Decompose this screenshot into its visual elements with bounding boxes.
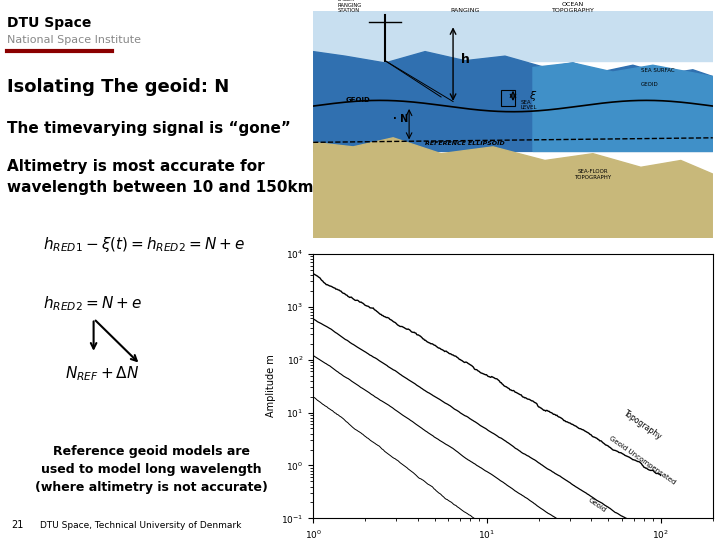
Text: Altimetry is most accurate for
wavelength between 10 and 150km: Altimetry is most accurate for wavelengt… <box>7 159 314 195</box>
Bar <box>501 90 515 106</box>
Text: National Space Institute: National Space Institute <box>7 35 141 45</box>
Text: · N: · N <box>393 114 408 124</box>
Text: DTU Space: DTU Space <box>7 16 91 30</box>
Y-axis label: Amplitude m: Amplitude m <box>266 355 276 417</box>
Text: GEOID: GEOID <box>641 82 659 86</box>
Text: SEA-FLOOR
TOPOGRAPHY: SEA-FLOOR TOPOGRAPHY <box>575 169 611 180</box>
Text: Reference geoid models are
used to model long wavelength
(where altimetry is not: Reference geoid models are used to model… <box>35 446 268 495</box>
Text: 21: 21 <box>11 520 23 530</box>
Text: Geoid Uncompensated: Geoid Uncompensated <box>608 435 677 485</box>
Polygon shape <box>313 52 713 151</box>
Text: $N_{REF} + \Delta N$: $N_{REF} + \Delta N$ <box>65 364 139 383</box>
Text: LASER
RANGING
STATION: LASER RANGING STATION <box>337 0 361 13</box>
Text: SEA
LEVEL: SEA LEVEL <box>521 100 538 111</box>
Text: $\xi$: $\xi$ <box>529 89 537 103</box>
Text: RANGING: RANGING <box>451 8 480 13</box>
Text: $h_{RED1} - \xi(t) = h_{RED2} = N + e$: $h_{RED1} - \xi(t) = h_{RED2} = N + e$ <box>43 235 245 254</box>
Text: Topography: Topography <box>622 408 664 441</box>
Text: DTU Space, Technical University of Denmark: DTU Space, Technical University of Denma… <box>40 521 241 530</box>
Text: $h_{RED2} = N + e$: $h_{RED2} = N + e$ <box>43 294 142 313</box>
Text: The timevarying signal is “gone”: The timevarying signal is “gone” <box>7 122 291 137</box>
Text: Isolating The geoid: N: Isolating The geoid: N <box>7 78 230 96</box>
Text: OCEAN
TOPOGRAPHY: OCEAN TOPOGRAPHY <box>552 2 595 13</box>
Text: GEOID: GEOID <box>345 97 370 103</box>
Polygon shape <box>533 63 713 151</box>
Bar <box>313 11 713 60</box>
Polygon shape <box>313 138 713 238</box>
Text: h: h <box>461 53 470 66</box>
Text: Geoid: Geoid <box>588 497 608 514</box>
Text: SEA SURFAC: SEA SURFAC <box>641 68 675 73</box>
Text: REFERENCE ELLIPSOID: REFERENCE ELLIPSOID <box>426 140 505 146</box>
